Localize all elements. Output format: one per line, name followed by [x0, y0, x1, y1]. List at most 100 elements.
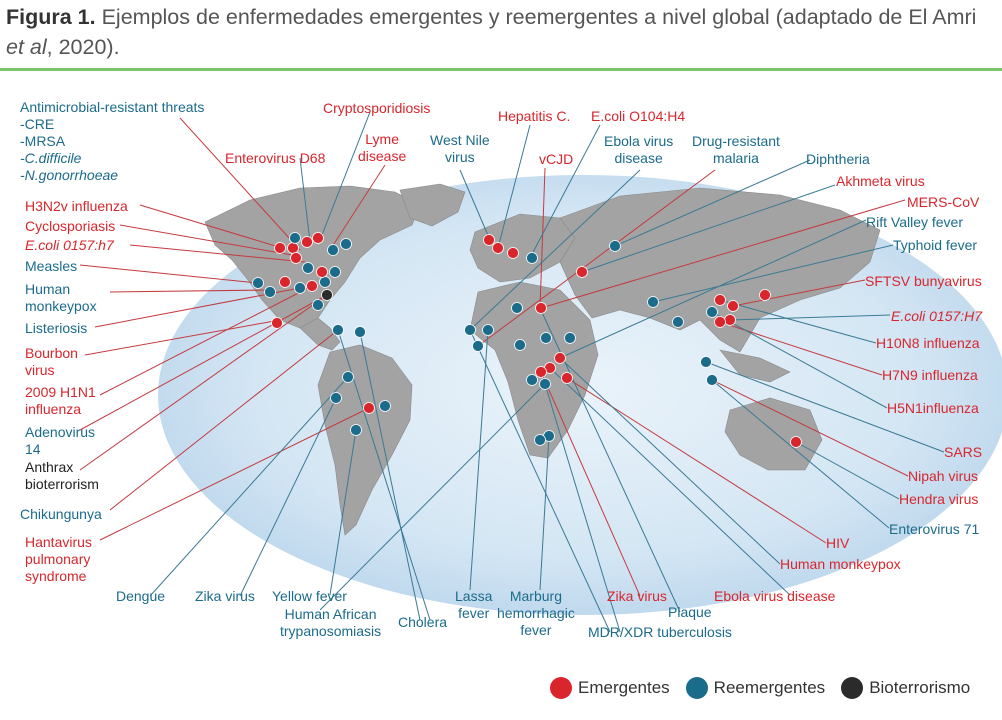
connector-line — [299, 157, 311, 243]
label-marburg-hemorrhagic-fever: Marburg hemorrhagic fever — [497, 588, 575, 639]
marker-emergentes — [576, 266, 588, 278]
legend-item-bioterrorismo: Bioterrorismo — [841, 677, 970, 699]
marker-emergentes — [535, 366, 547, 378]
connector-line — [319, 111, 371, 241]
marker-reemergentes — [340, 238, 352, 250]
label-human-african-trypanosomiasis: Human African trypanosomiasis — [280, 606, 381, 640]
connector-line — [711, 379, 909, 477]
label-anthrax-bioterrorism: Anthrax bioterrorism — [25, 459, 99, 493]
marker-reemergentes — [342, 371, 354, 383]
label-lassa-fever: Lassa fever — [455, 588, 492, 622]
label-chikungunya: Chikungunya — [20, 506, 102, 522]
marker-reemergentes — [672, 316, 684, 328]
connector-line — [795, 441, 900, 500]
marker-reemergentes — [609, 240, 621, 252]
antimicrobial-ngonorrhoeae: -N.gonorrhoeae — [20, 167, 119, 183]
marker-reemergentes — [514, 339, 526, 351]
hat-line1: Human African — [284, 606, 377, 622]
connector-line — [732, 279, 866, 307]
connector-line — [469, 329, 611, 633]
connector-lines — [79, 111, 945, 633]
label-drug-resistant-malaria: Drug-resistant malaria — [692, 133, 780, 167]
label-cholera: Cholera — [398, 614, 448, 630]
label-ebola-virus-disease-top: Ebola virus disease — [604, 133, 673, 167]
marker-emergentes — [279, 276, 291, 288]
connector-line — [179, 117, 301, 251]
label-vcjd: vCJD — [539, 151, 574, 167]
marker-reemergentes — [526, 374, 538, 386]
marker-reemergentes — [564, 332, 576, 344]
marker-reemergentes — [350, 424, 362, 436]
connector-line — [359, 331, 421, 621]
connector-line — [559, 219, 867, 359]
label-cyclosporiasis: Cyclosporiasis — [25, 218, 116, 234]
connector-line — [469, 329, 489, 591]
connector-line — [652, 244, 894, 303]
north-america-shape — [204, 185, 421, 329]
marburg-line2: hemorrhagic — [497, 605, 575, 621]
marker-reemergentes — [706, 306, 718, 318]
connector-line — [544, 383, 621, 633]
connector-line — [559, 357, 781, 565]
label-hendra-virus: Hendra virus — [899, 491, 979, 507]
label-enterovirus-d68: Enterovirus D68 — [225, 150, 326, 166]
connector-line — [329, 429, 357, 596]
figure-caption: Figura 1. Ejemplos de enfermedades emerg… — [6, 2, 996, 62]
adenovirus-line2: 14 — [25, 441, 41, 457]
connector-line — [705, 361, 945, 453]
hm-left-line1: Human — [25, 281, 71, 297]
marker-reemergentes — [482, 324, 494, 336]
marker-emergentes — [287, 242, 299, 254]
hantavirus-line2: pulmonary — [25, 551, 91, 567]
connector-line — [119, 224, 293, 256]
anthrax-line2: bioterrorism — [25, 476, 99, 492]
lassa-line2: fever — [458, 605, 490, 621]
antimicrobial-cre: -CRE — [20, 116, 55, 132]
marker-reemergentes — [330, 392, 342, 404]
caption-italic: et al — [6, 35, 47, 59]
caption-text-end: , 2020). — [46, 35, 120, 59]
marker-reemergentes — [252, 277, 264, 289]
legend-item-emergentes: Emergentes — [550, 677, 670, 699]
marker-reemergentes — [294, 282, 306, 294]
marker-emergentes — [535, 302, 547, 314]
marker-reemergentes — [302, 262, 314, 274]
antimicrobial-cdifficile: -C.difficile — [20, 150, 82, 166]
connector-line — [729, 314, 891, 321]
caption-text: Ejemplos de enfermedades emergentes y re… — [95, 5, 977, 29]
connector-line — [109, 329, 339, 511]
marker-emergentes — [724, 314, 736, 326]
label-h7n9-influenza: H7N9 influenza — [882, 367, 978, 383]
south-america-shape — [317, 344, 413, 536]
marker-reemergentes — [379, 400, 391, 412]
label-ebola-virus-disease-bottom: Ebola virus disease — [714, 588, 836, 604]
connector-line — [477, 169, 716, 347]
marker-reemergentes — [329, 266, 341, 278]
marker-emergentes — [271, 317, 283, 329]
marker-emergentes — [363, 402, 375, 414]
marker-reemergentes — [700, 356, 712, 368]
connector-line — [149, 376, 349, 597]
figure-label: Figura 1. — [6, 5, 96, 29]
legend-dot-emergentes — [550, 677, 572, 699]
legend-label-bioterrorismo: Bioterrorismo — [869, 678, 971, 697]
marker-reemergentes — [534, 434, 546, 446]
legend-label-reemergentes: Reemergentes — [713, 678, 826, 697]
marker-emergentes — [714, 294, 726, 306]
label-mdr-xdr-tuberculosis: MDR/XDR tuberculosis — [588, 624, 732, 640]
connector-line — [719, 299, 877, 344]
legend-label-emergentes: Emergentes — [578, 678, 670, 697]
legend-item-reemergentes: Reemergentes — [685, 677, 826, 699]
marker-emergentes — [316, 266, 328, 278]
connector-line — [540, 199, 906, 309]
label-sftsv-bunyavirus: SFTSV bunyavirus — [865, 273, 982, 289]
marker-reemergentes — [354, 326, 366, 338]
label-h10n8-influenza: H10N8 influenza — [876, 335, 980, 351]
connector-line — [614, 159, 811, 247]
europe-shape — [469, 213, 576, 283]
marker-emergentes — [714, 316, 726, 328]
connector-line — [109, 289, 271, 293]
label-hantavirus-pulmonary-syndrome: Hantavirus pulmonary syndrome — [25, 534, 92, 585]
label-measles: Measles — [25, 258, 78, 274]
marburg-line1: Marburg — [509, 588, 562, 604]
